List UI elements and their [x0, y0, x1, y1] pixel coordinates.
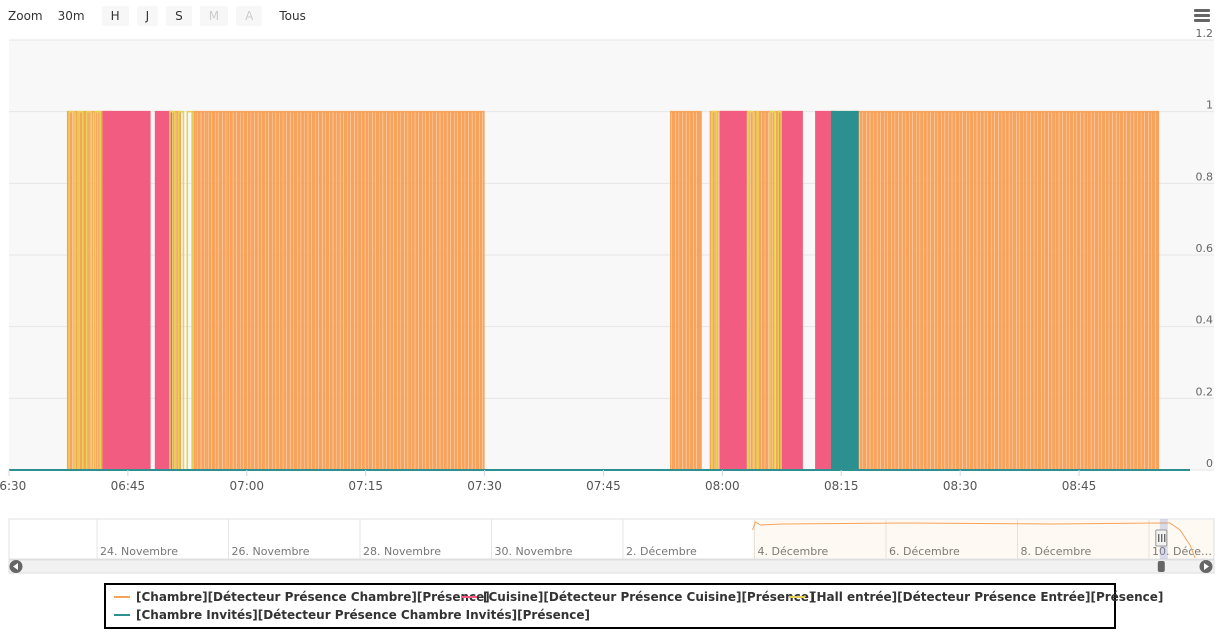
y-tick-label: 0	[1206, 457, 1213, 470]
x-tick-label: 07:15	[348, 479, 383, 493]
legend: [Chambre][Détecteur Présence Chambre][Pr…	[104, 583, 1163, 629]
zoom-month-button[interactable]: M	[199, 6, 229, 26]
legend-label: [Chambre Invités][Détecteur Présence Cha…	[136, 608, 591, 622]
zoom-hour-button[interactable]: H	[101, 6, 129, 26]
series-line[interactable]	[830, 110, 859, 471]
y-tick-label: 0.6	[1196, 242, 1214, 255]
navigator-date-label: 2. Décembre	[626, 545, 697, 558]
navigator-date-label: 10. Déce…	[1152, 545, 1212, 558]
zoom-label: Zoom	[8, 9, 43, 23]
navigator-series-line	[752, 521, 1196, 559]
legend-item-chambre-invites[interactable]: [Chambre Invités][Détecteur Présence Cha…	[114, 608, 590, 622]
legend-label: [Cuisine][Détecteur Présence Cuisine][Pr…	[483, 590, 815, 604]
navigator-date-label: 4. Décembre	[758, 545, 829, 558]
navigator-date-label: 30. Novembre	[495, 545, 573, 558]
legend-swatch	[789, 596, 805, 598]
legend-label: [Chambre][Détecteur Présence Chambre][Pr…	[136, 590, 490, 604]
x-tick-label: 07:00	[229, 479, 264, 493]
y-tick-label: 1.2	[1196, 27, 1214, 40]
hamburger-menu-icon[interactable]	[1194, 9, 1210, 23]
zoom-year-button[interactable]: A	[236, 6, 263, 26]
navigator-date-label: 8. Décembre	[1021, 545, 1092, 558]
x-tick-label: 07:30	[467, 479, 502, 493]
navigator-date-label: 6. Décembre	[889, 545, 960, 558]
y-tick-label: 0.2	[1196, 385, 1214, 398]
x-tick-label: 08:15	[824, 479, 859, 493]
legend-swatch	[461, 596, 477, 598]
scroll-right-arrow-icon	[1204, 563, 1209, 570]
legend-swatch	[114, 596, 130, 598]
navigator-date-label: 28. Novembre	[363, 545, 441, 558]
zoom-all-button[interactable]: Tous	[270, 6, 315, 26]
navigator-date-label: 24. Novembre	[100, 545, 178, 558]
y-axis-labels: 0 0.2 0.4 0.6 0.8 1 1.2	[1196, 27, 1214, 470]
x-tick-label: 08:30	[943, 479, 978, 493]
x-axis-labels: 06:30 06:45 07:00 07:15 07:30 07:45 08:00 08:15…	[0, 470, 1096, 493]
legend-label: [Hall entrée][Détecteur Présence Entrée]…	[811, 590, 1164, 604]
zoom-30m-button[interactable]: 30m	[48, 6, 94, 26]
scrollbar-thumb[interactable]	[1157, 561, 1165, 572]
x-tick-label: 08:00	[705, 479, 740, 493]
legend-item-hall-entree[interactable]: [Hall entrée][Détecteur Présence Entrée]…	[789, 590, 1163, 604]
navigator-series-area	[752, 520, 1214, 558]
navigator-date-label: 26. Novembre	[232, 545, 310, 558]
x-tick-label: 06:45	[111, 479, 146, 493]
scroll-left-arrow-icon	[13, 563, 18, 570]
legend-item-cuisine[interactable]: [Cuisine][Détecteur Présence Cuisine][Pr…	[461, 590, 814, 604]
zoom-day-button[interactable]: J	[136, 6, 159, 26]
navigator-frame	[8, 518, 1215, 560]
legend-item-chambre[interactable]: [Chambre][Détecteur Présence Chambre][Pr…	[114, 590, 490, 604]
navigator[interactable]: 24. Novembre 26. Novembre 28. Novembre 30. …	[8, 518, 1215, 574]
zoom-toolbar: Zoom 30m H J S M A Tous	[8, 5, 323, 27]
zoom-week-button[interactable]: S	[166, 6, 192, 26]
series-layer	[9, 110, 1190, 471]
scrollbar-track[interactable]	[8, 559, 1215, 574]
x-tick-label: 06:30	[0, 479, 26, 493]
x-tick-label: 08:45	[1062, 479, 1097, 493]
y-tick-label: 1	[1206, 99, 1213, 112]
legend-swatch	[114, 614, 130, 616]
y-tick-label: 0.8	[1196, 170, 1214, 183]
y-tick-label: 0.4	[1196, 314, 1214, 327]
x-tick-label: 07:45	[586, 479, 621, 493]
